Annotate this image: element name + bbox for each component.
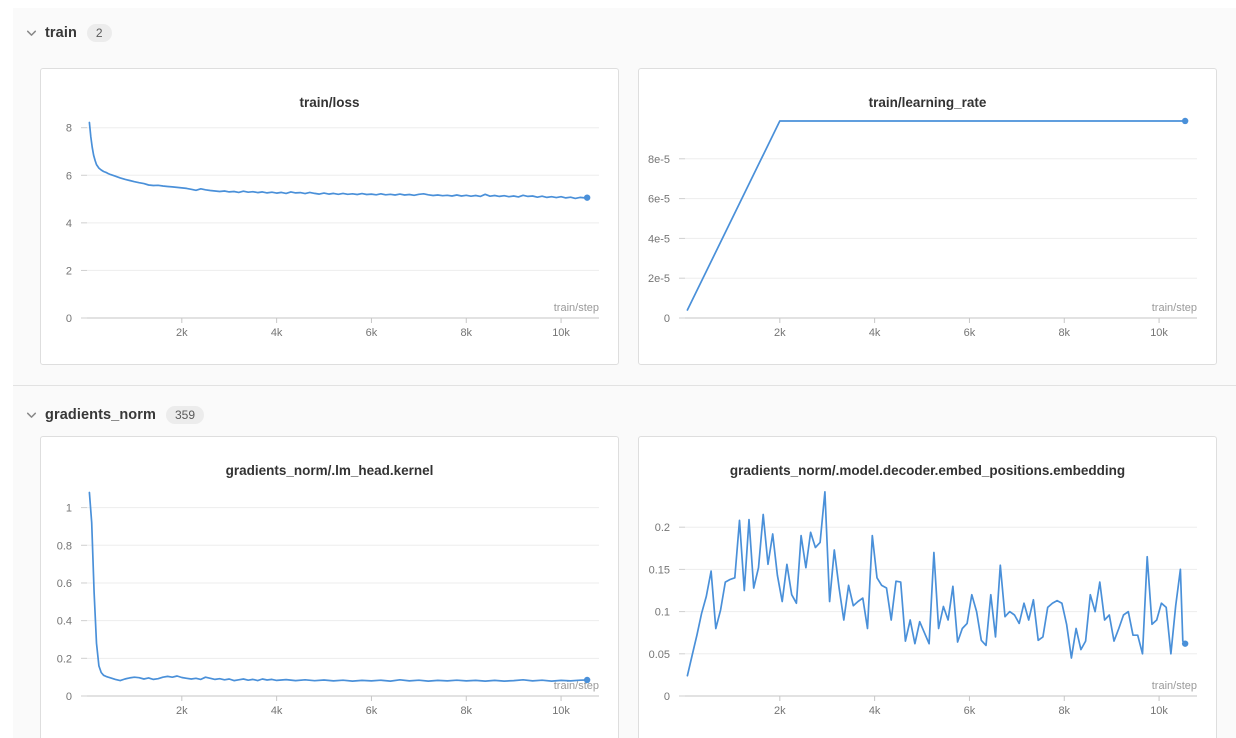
y-tick-label: 0.2	[655, 522, 670, 534]
chevron-down-icon[interactable]	[25, 409, 38, 422]
y-tick-label: 2	[66, 265, 72, 277]
chart-panel[interactable]: gradients_norm/.lm_head.kernel 0 0.2 0.4 0.6…	[40, 436, 619, 738]
y-tick-label: 6	[66, 170, 72, 182]
x-tick-label: 8k	[460, 327, 472, 339]
y-tick-label: 0	[664, 313, 670, 325]
x-tick-label: 2k	[176, 705, 188, 717]
x-tick-label: 2k	[774, 705, 786, 717]
panel-grid-train: train/loss 0 2 4 6 8 2k 4k 6k 8k 10k train/step trai…	[13, 68, 1236, 365]
x-tick-label: 4k	[869, 705, 881, 717]
section-gradients-norm: gradients_norm 359 gradients_norm/.lm_he…	[13, 386, 1236, 738]
chevron-down-icon[interactable]	[25, 27, 38, 40]
chart-panel[interactable]: train/learning_rate 0 2e-5 4e-5 6e-5 8e-5 2k 4k…	[638, 68, 1217, 365]
line-chart: gradients_norm/.model.decoder.embed_posi…	[649, 463, 1197, 717]
y-tick-label: 0.4	[57, 616, 72, 628]
y-tick-label: 4e-5	[648, 233, 670, 245]
y-tick-label: 0	[664, 691, 670, 703]
y-tick-label: 0.2	[57, 653, 72, 665]
chart-title: train/loss	[299, 95, 359, 110]
line-chart: train/loss 0 2 4 6 8 2k 4k 6k 8k 10k train/step	[66, 95, 599, 339]
line-chart: train/learning_rate 0 2e-5 4e-5 6e-5 8e-5 2k 4k…	[648, 95, 1197, 339]
x-tick-label: 2k	[176, 327, 188, 339]
x-axis-label: train/step	[1152, 680, 1197, 692]
x-tick-label: 4k	[869, 327, 881, 339]
y-tick-label: 8	[66, 123, 72, 135]
metrics-dashboard: train 2 train/loss 0 2 4 6 8 2k 4k 6k 8k 10k train/…	[13, 8, 1236, 738]
y-tick-label: 4	[66, 218, 72, 230]
x-tick-label: 6k	[964, 327, 976, 339]
x-tick-label: 4k	[271, 327, 283, 339]
y-tick-label: 6e-5	[648, 194, 670, 206]
section-count-badge: 2	[86, 24, 112, 42]
x-tick-label: 8k	[1058, 705, 1070, 717]
y-tick-label: 0.05	[649, 649, 670, 661]
x-tick-label: 10k	[552, 327, 570, 339]
y-tick-label: 1	[66, 503, 72, 515]
x-tick-label: 2k	[774, 327, 786, 339]
last-point-marker	[583, 194, 591, 201]
x-tick-label: 4k	[271, 705, 283, 717]
y-tick-label: 0	[66, 691, 72, 703]
series-line	[686, 490, 1186, 677]
panel-grid-gradients-norm: gradients_norm/.lm_head.kernel 0 0.2 0.4 0.6…	[13, 436, 1236, 738]
x-tick-label: 8k	[1058, 327, 1070, 339]
section-header-train[interactable]: train 2	[13, 20, 1236, 46]
chart-title: gradients_norm/.model.decoder.embed_posi…	[730, 463, 1125, 478]
section-title: gradients_norm	[45, 407, 156, 423]
section-count-badge: 359	[165, 406, 205, 424]
x-tick-label: 6k	[964, 705, 976, 717]
x-axis-label: train/step	[554, 680, 599, 692]
x-tick-label: 6k	[366, 705, 378, 717]
series-line	[88, 121, 588, 200]
x-axis-label: train/step	[554, 302, 599, 314]
last-point-marker	[1181, 640, 1189, 647]
y-tick-label: 0.1	[655, 607, 670, 619]
y-tick-label: 8e-5	[648, 154, 670, 166]
last-point-marker	[1181, 117, 1189, 125]
x-tick-label: 10k	[1150, 705, 1168, 717]
y-tick-label: 0	[66, 313, 72, 325]
chart-panel[interactable]: train/loss 0 2 4 6 8 2k 4k 6k 8k 10k train/step	[40, 68, 619, 365]
last-point-marker	[583, 676, 591, 684]
line-chart: gradients_norm/.lm_head.kernel 0 0.2 0.4 0.6…	[57, 463, 599, 717]
y-tick-label: 2e-5	[648, 273, 670, 285]
chart-panel[interactable]: gradients_norm/.model.decoder.embed_posi…	[638, 436, 1217, 738]
chart-title: gradients_norm/.lm_head.kernel	[226, 463, 434, 478]
x-tick-label: 8k	[460, 705, 472, 717]
section-train: train 2 train/loss 0 2 4 6 8 2k 4k 6k 8k 10k train/…	[13, 8, 1236, 386]
series-line	[686, 120, 1186, 311]
y-tick-label: 0.6	[57, 578, 72, 590]
x-tick-label: 6k	[366, 327, 378, 339]
x-tick-label: 10k	[552, 705, 570, 717]
y-tick-label: 0.8	[57, 540, 72, 552]
section-title: train	[45, 25, 77, 41]
y-tick-label: 0.15	[649, 564, 670, 576]
series-line	[88, 491, 588, 682]
section-header-gradients-norm[interactable]: gradients_norm 359	[13, 402, 1236, 428]
x-tick-label: 10k	[1150, 327, 1168, 339]
x-axis-label: train/step	[1152, 302, 1197, 314]
chart-title: train/learning_rate	[869, 95, 987, 110]
